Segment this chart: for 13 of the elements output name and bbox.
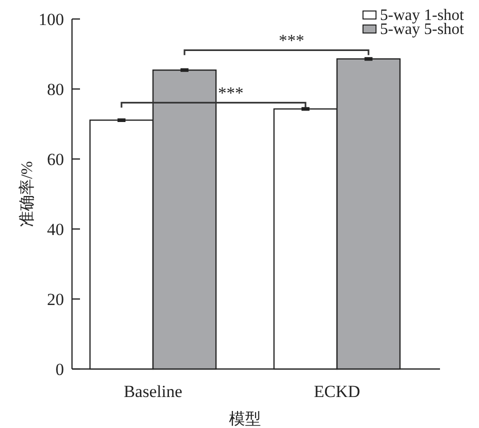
x-tick-label: Baseline bbox=[124, 382, 182, 401]
x-axis-title: 模型 bbox=[229, 410, 261, 428]
annotation: *** bbox=[218, 84, 244, 103]
y-axis-title: 准确率/% bbox=[18, 161, 36, 227]
y-tick-label: 20 bbox=[47, 290, 64, 309]
y-tick-label: 40 bbox=[47, 220, 64, 239]
y-tick-label: 80 bbox=[47, 80, 64, 99]
legend-label: 5-way 1-shot bbox=[380, 7, 465, 24]
y-tick-label: 60 bbox=[47, 150, 64, 169]
y-tick-label: 100 bbox=[38, 10, 64, 29]
y-tick-label: 0 bbox=[56, 360, 64, 379]
x-tick-label: ECKD bbox=[314, 382, 360, 401]
annotation: *** bbox=[278, 31, 304, 50]
